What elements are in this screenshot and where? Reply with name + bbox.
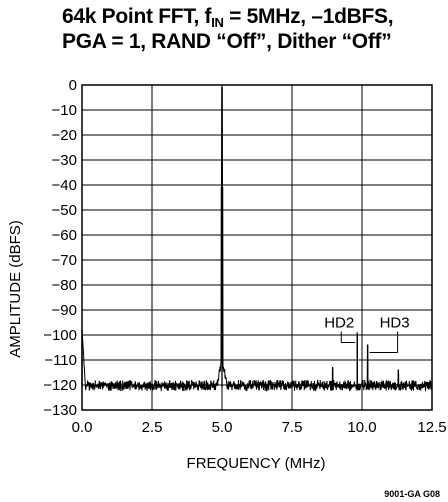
y-tick-label: −100 xyxy=(43,327,77,344)
plot-border xyxy=(81,84,433,411)
hd3-label: HD3 xyxy=(380,315,410,332)
figure-code: 9001-GA G08 xyxy=(384,489,440,499)
chart-title-line2: PGA = 1, RAND “Off”, Dither “Off” xyxy=(62,30,392,53)
grid xyxy=(81,84,433,411)
y-tick-label: −80 xyxy=(52,277,77,294)
x-tick-label: 10.0 xyxy=(347,419,376,436)
y-axis-ticks: 0 −10 −20 −30 −40 −50 −60 −70 −80 −90 −100 −110 −120… xyxy=(43,77,77,419)
chart-title: 64k Point FFT, fIN = 5MHz, –1dBFS, PGA =… xyxy=(62,4,448,54)
x-axis-ticks: 0.0 2.5 5.0 7.5 10.0 12.5 xyxy=(72,419,447,436)
y-tick-label: −130 xyxy=(43,402,77,419)
y-tick-label: −90 xyxy=(52,302,77,319)
y-tick-label: −60 xyxy=(52,227,77,244)
x-tick-label: 7.5 xyxy=(282,419,303,436)
y-tick-label: −20 xyxy=(52,127,77,144)
y-tick-label: −120 xyxy=(43,377,77,394)
y-tick-label: −110 xyxy=(44,352,77,369)
y-tick-label: −40 xyxy=(52,177,77,194)
y-tick-label: −70 xyxy=(52,252,77,269)
x-axis-label: FREQUENCY (MHz) xyxy=(187,455,326,472)
x-tick-label: 12.5 xyxy=(417,419,446,436)
y-tick-label: −30 xyxy=(52,152,77,169)
annotations: HD2 HD3 xyxy=(324,315,410,353)
x-tick-label: 2.5 xyxy=(142,419,163,436)
x-tick-label: 0.0 xyxy=(72,419,93,436)
x-tick-label: 5.0 xyxy=(212,419,233,436)
plot-frame xyxy=(81,84,433,411)
hd2-label: HD2 xyxy=(324,315,354,332)
y-tick-label: −10 xyxy=(52,102,77,119)
y-axis-label: AMPLITUDE (dBFS) xyxy=(7,220,24,358)
fft-spectrum-line xyxy=(81,87,433,392)
y-tick-label: −50 xyxy=(52,202,77,219)
y-tick-label: 0 xyxy=(69,77,77,94)
fft-trace xyxy=(81,87,433,392)
chart-title-line1: 64k Point FFT, fIN = 5MHz, –1dBFS, xyxy=(62,5,394,30)
